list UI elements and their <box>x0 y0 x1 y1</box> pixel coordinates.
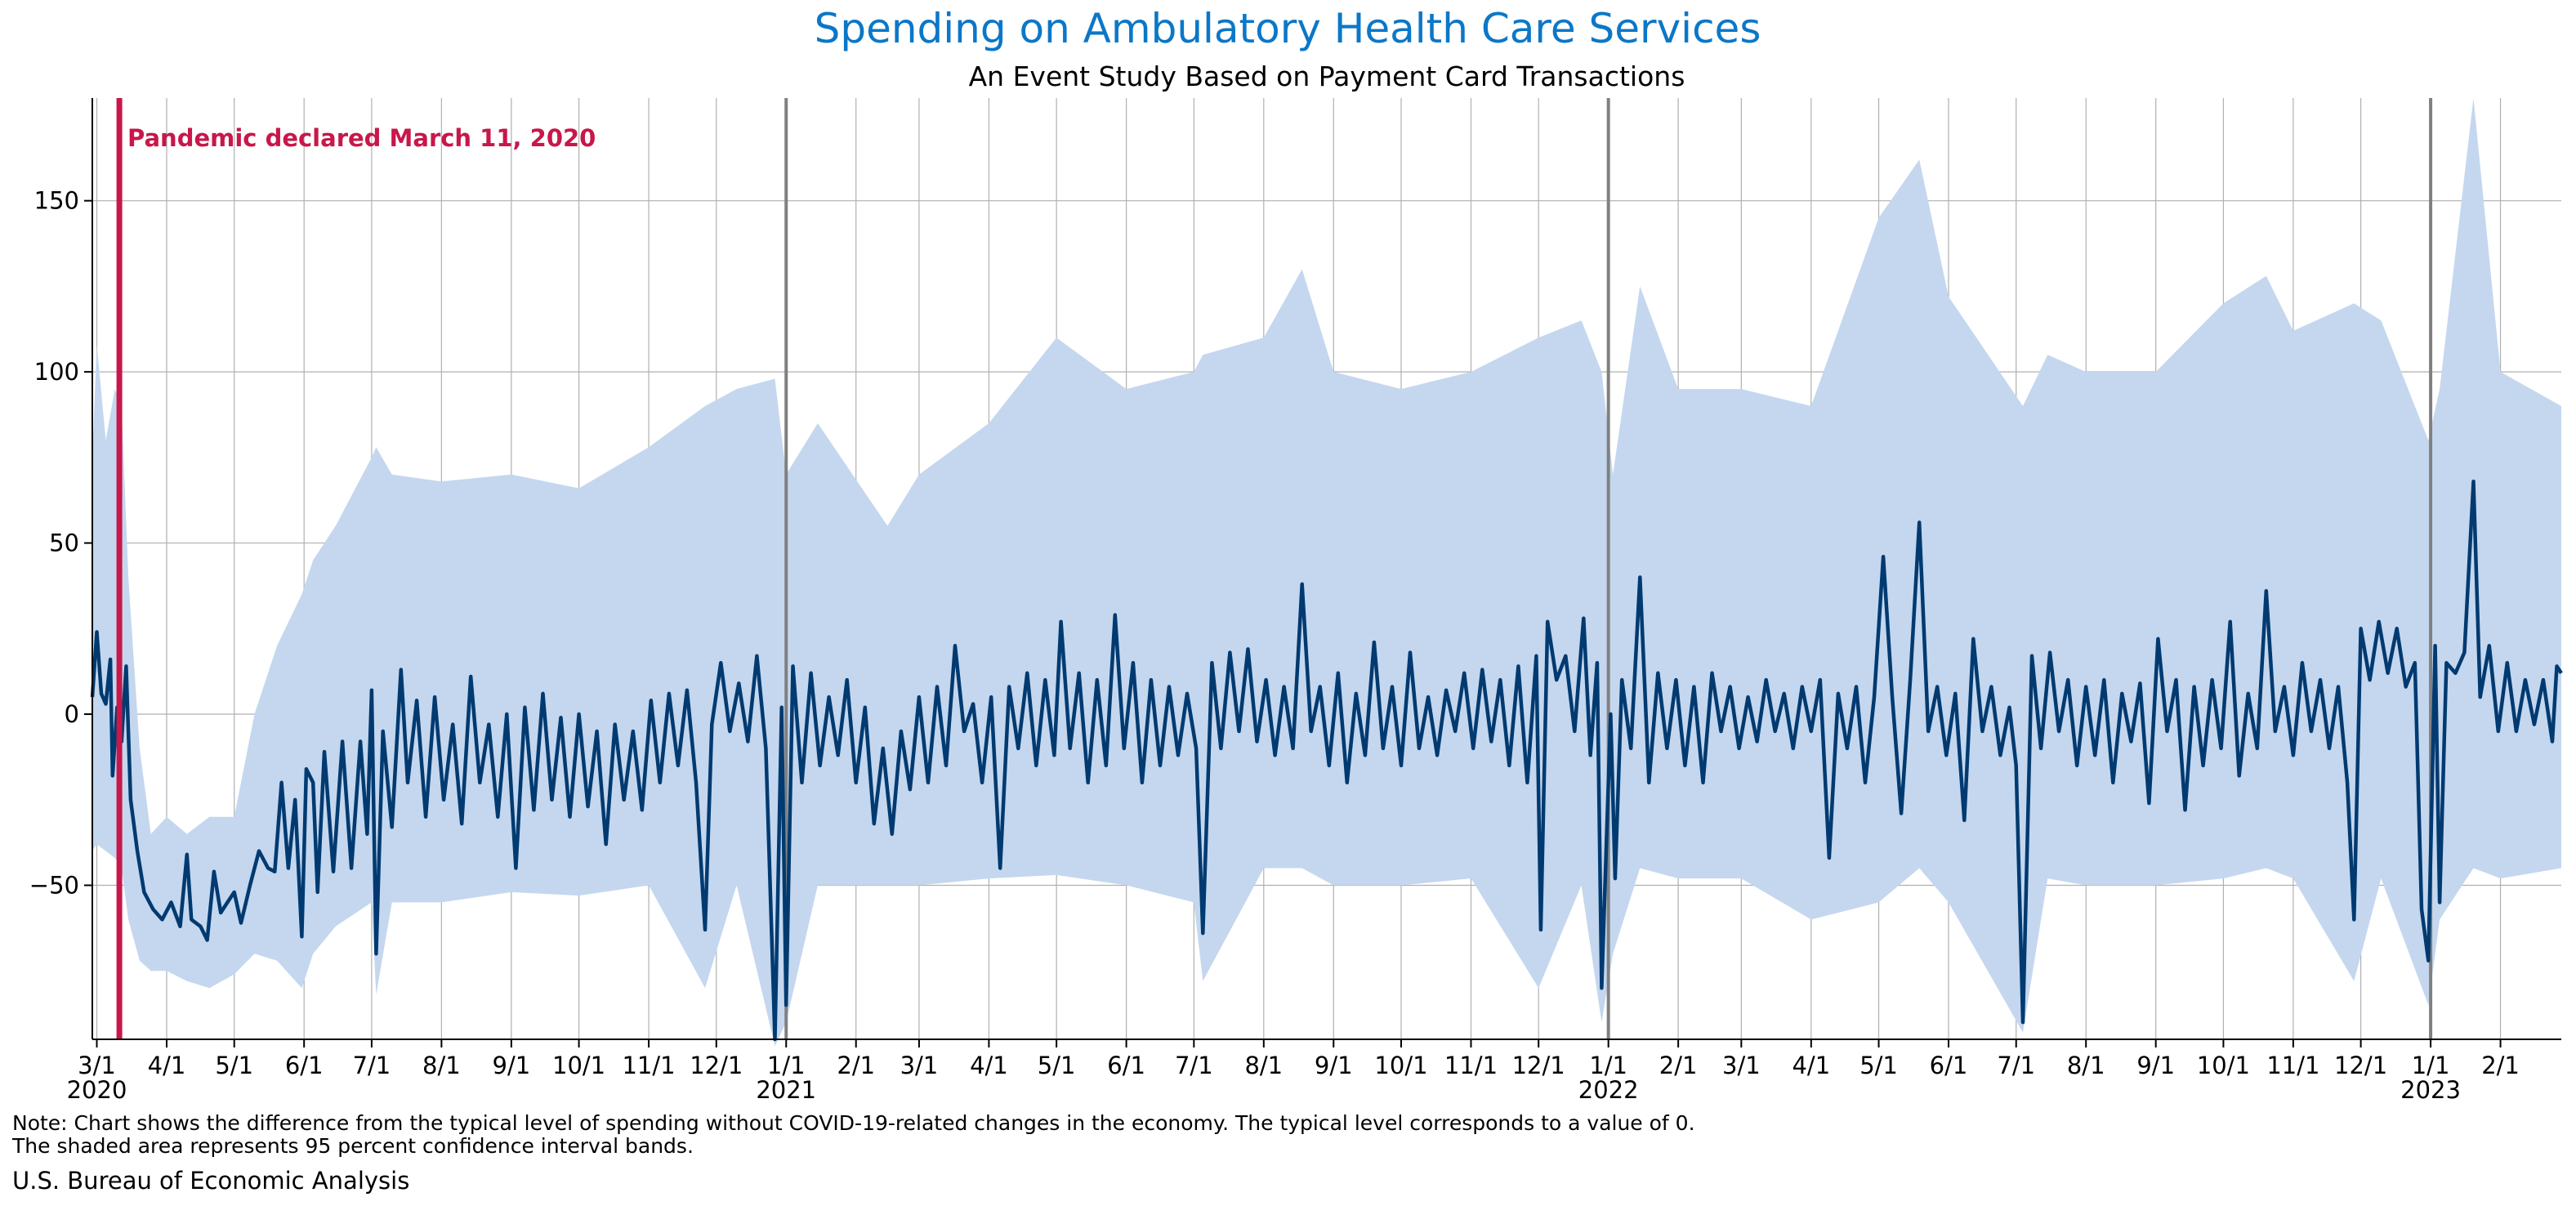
x-tick-label: 10/1 <box>1374 1052 1427 1079</box>
x-tick-label: 7/1 <box>1997 1052 2035 1079</box>
x-tick-label: 9/1 <box>493 1052 531 1079</box>
x-tick-label: 1/1 <box>1589 1052 1627 1079</box>
x-tick-label: 5/1 <box>1859 1052 1898 1079</box>
x-tick-label: 2/1 <box>837 1052 875 1079</box>
x-tick-label: 10/1 <box>552 1052 605 1079</box>
x-tick-label: 3/1 <box>78 1052 116 1079</box>
x-year-label: 2022 <box>1578 1076 1639 1104</box>
y-tick-label: −50 <box>29 871 79 899</box>
chart-title: Spending on Ambulatory Health Care Servi… <box>815 5 1761 52</box>
x-tick-label: 12/1 <box>1512 1052 1565 1079</box>
x-tick-label: 8/1 <box>2067 1052 2105 1079</box>
x-tick-label: 5/1 <box>215 1052 253 1079</box>
series-line <box>90 479 2563 1042</box>
x-tick-label: 12/1 <box>2334 1052 2387 1079</box>
x-tick-label: 11/1 <box>622 1052 675 1079</box>
x-year-label: 2023 <box>2400 1076 2461 1104</box>
x-tick-label: 4/1 <box>1792 1052 1830 1079</box>
x-tick-label: 2/1 <box>2481 1052 2520 1079</box>
x-tick-label: 6/1 <box>285 1052 324 1079</box>
axes <box>92 98 2561 1040</box>
chart-subtitle: An Event Study Based on Payment Card Tra… <box>969 60 1685 92</box>
x-tick-label: 7/1 <box>1175 1052 1213 1079</box>
x-year-label: 2021 <box>756 1076 816 1104</box>
y-tick-label: 150 <box>34 187 79 215</box>
x-tick-label: 7/1 <box>353 1052 391 1079</box>
ci-band-area <box>92 98 2561 1047</box>
x-tick-label: 6/1 <box>1107 1052 1145 1079</box>
confidence-band <box>92 98 2561 1047</box>
x-tick-label: 5/1 <box>1038 1052 1076 1079</box>
y-tick-labels: 150 100 50 0 −50 <box>29 187 92 899</box>
x-tick-label: 11/1 <box>2266 1052 2319 1079</box>
y-tick-label: 0 <box>65 700 79 728</box>
x-tick-label: 8/1 <box>1244 1052 1283 1079</box>
x-tick-label: 1/1 <box>2412 1052 2450 1079</box>
y-tick-label: 100 <box>34 358 79 386</box>
source-label: U.S. Bureau of Economic Analysis <box>12 1167 409 1195</box>
x-tick-label: 6/1 <box>1930 1052 1968 1079</box>
x-tick-label: 1/1 <box>767 1052 806 1079</box>
x-tick-label: 9/1 <box>2136 1052 2175 1079</box>
x-tick-label: 8/1 <box>422 1052 461 1079</box>
chart-note-line1: Note: Chart shows the difference from th… <box>12 1111 1695 1135</box>
x-tick-label: 4/1 <box>970 1052 1008 1079</box>
x-tick-label: 3/1 <box>900 1052 939 1079</box>
x-tick-label: 4/1 <box>148 1052 186 1079</box>
x-tick-label: 9/1 <box>1315 1052 1353 1079</box>
x-tick-label: 11/1 <box>1444 1052 1498 1079</box>
x-tick-label: 3/1 <box>1722 1052 1761 1079</box>
x-tick-label: 10/1 <box>2197 1052 2250 1079</box>
event-label: Pandemic declared March 11, 2020 <box>127 124 596 152</box>
chart-note-line2: The shaded area represents 95 percent co… <box>11 1134 694 1158</box>
x-tick-label: 2/1 <box>1659 1052 1698 1079</box>
x-year-label: 2020 <box>67 1076 127 1104</box>
x-tick-label: 12/1 <box>690 1052 743 1079</box>
series-path <box>90 479 2563 1042</box>
y-tick-label: 50 <box>49 529 79 557</box>
